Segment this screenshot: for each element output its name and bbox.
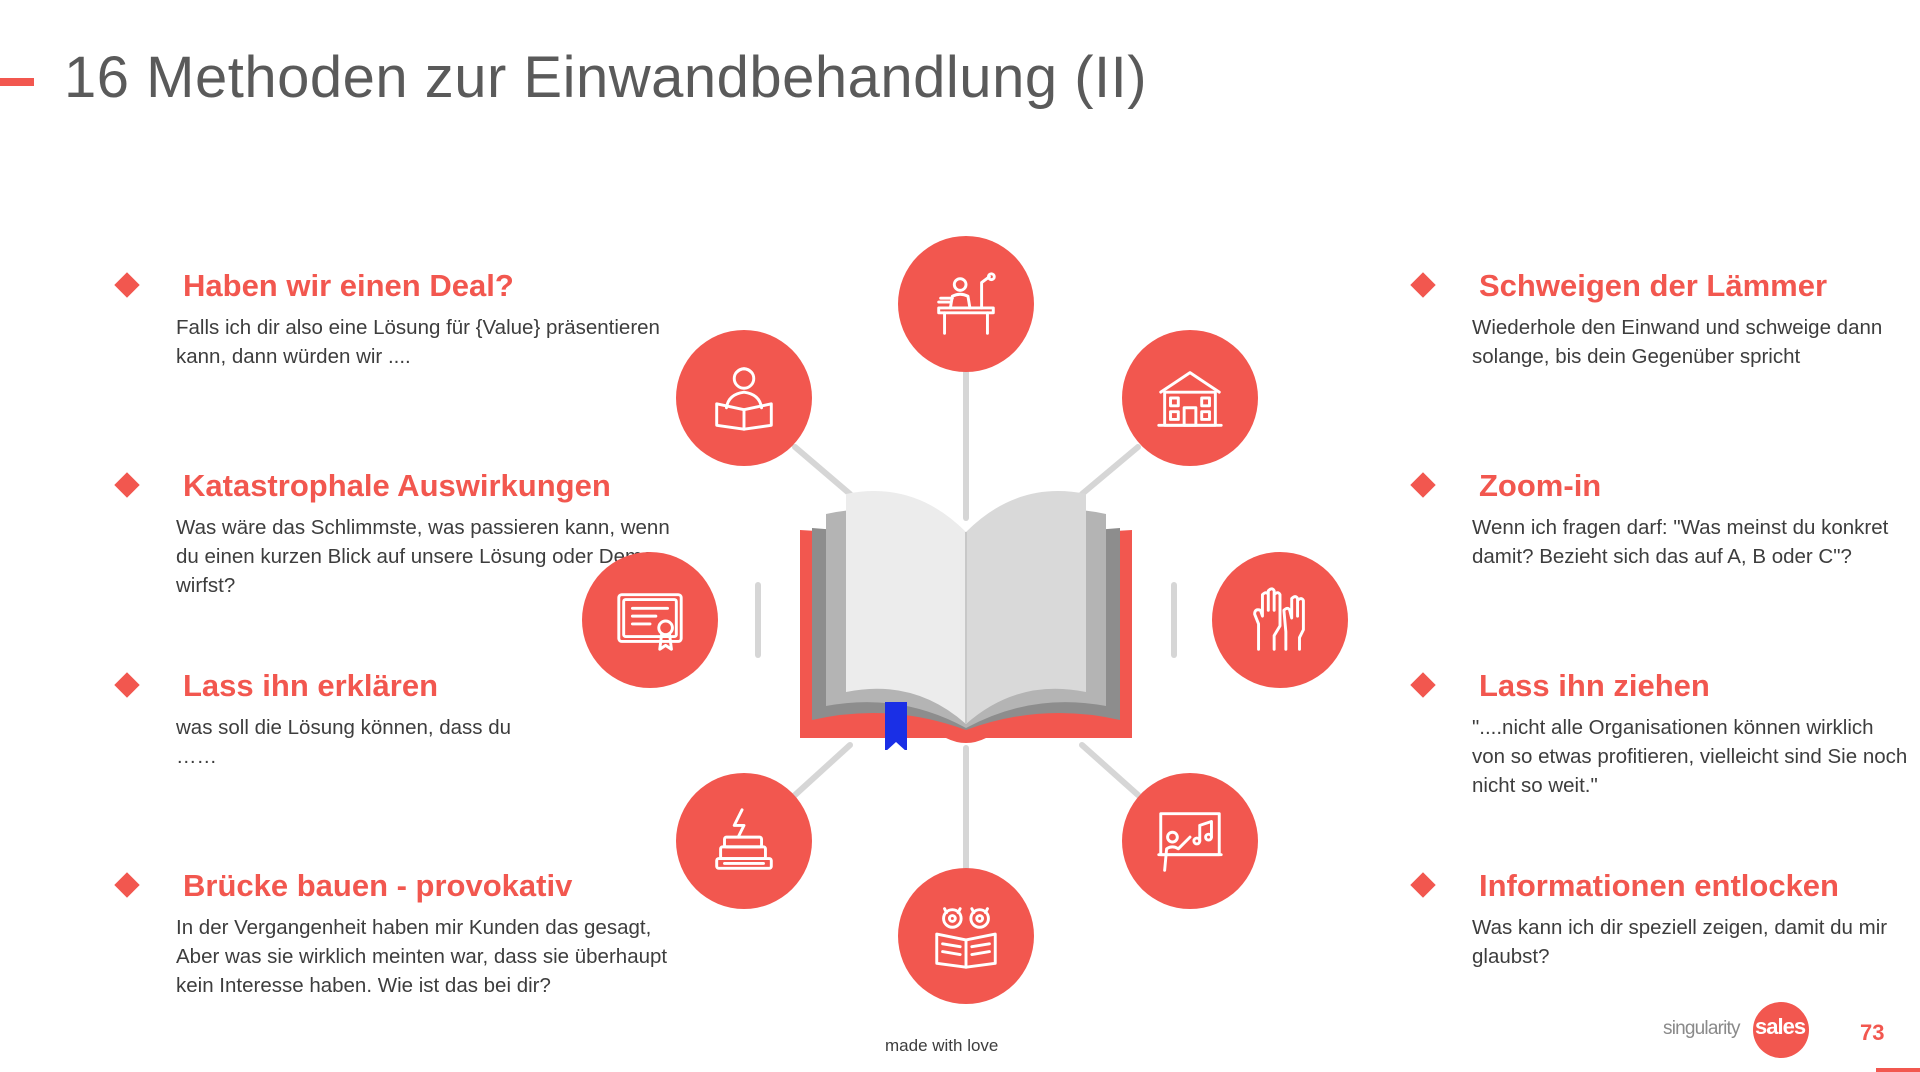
method-title: Haben wir einen Deal? — [183, 268, 514, 303]
books-stack-icon — [676, 773, 812, 909]
slide-title: 16 Methoden zur Einwandbehandlung (II) — [64, 45, 1148, 110]
title-accent-bar — [0, 78, 34, 86]
brand-logo-circle — [1753, 1002, 1809, 1058]
brand-logo: singularity sales — [1663, 1000, 1811, 1062]
method-title: Informationen entlocken — [1479, 868, 1839, 903]
method-description: Was kann ich dir speziell zeigen, damit … — [1472, 916, 1888, 968]
page-number: 73 — [1860, 1020, 1885, 1045]
method-title: Lass ihn erklären — [183, 668, 439, 703]
certificate-icon — [582, 552, 718, 688]
method-title: Zoom-in — [1479, 468, 1602, 503]
brand-logo-highlight: sales — [1755, 1014, 1806, 1039]
bottom-accent-bar — [1876, 1068, 1920, 1072]
owls-reading-icon — [898, 868, 1034, 1004]
school-building-icon — [1122, 330, 1258, 466]
method-description: Wiederhole den Einwand und schweige dann… — [1472, 316, 1883, 368]
teaching-board-icon — [1122, 773, 1258, 909]
method-description: "....nicht alle Organisationen können wi… — [1472, 716, 1908, 797]
method-title: Brücke bauen - provokativ — [183, 868, 573, 903]
method-description: Falls ich dir also eine Lösung für {Valu… — [176, 316, 660, 368]
footer-note: made with love — [885, 1036, 999, 1055]
raised-hands-icon — [1212, 552, 1348, 688]
desk-study-icon — [898, 236, 1034, 372]
method-description: In der Vergangenheit haben mir Kunden da… — [176, 916, 668, 997]
method-title: Lass ihn ziehen — [1479, 668, 1710, 703]
method-description: was soll die Lösung können, dass du …… — [176, 716, 512, 768]
student-reading-icon — [676, 330, 812, 466]
bookmark-icon — [885, 702, 907, 750]
method-description: Was wäre das Schlimmste, was passieren k… — [176, 516, 670, 597]
brand-logo-text: singularity — [1663, 1018, 1741, 1039]
method-description: Wenn ich fragen darf: "Was meinst du kon… — [1472, 516, 1889, 568]
method-title: Schweigen der Lämmer — [1479, 268, 1828, 303]
open-book-icon — [800, 491, 1132, 750]
method-title: Katastrophale Auswirkungen — [183, 468, 611, 503]
